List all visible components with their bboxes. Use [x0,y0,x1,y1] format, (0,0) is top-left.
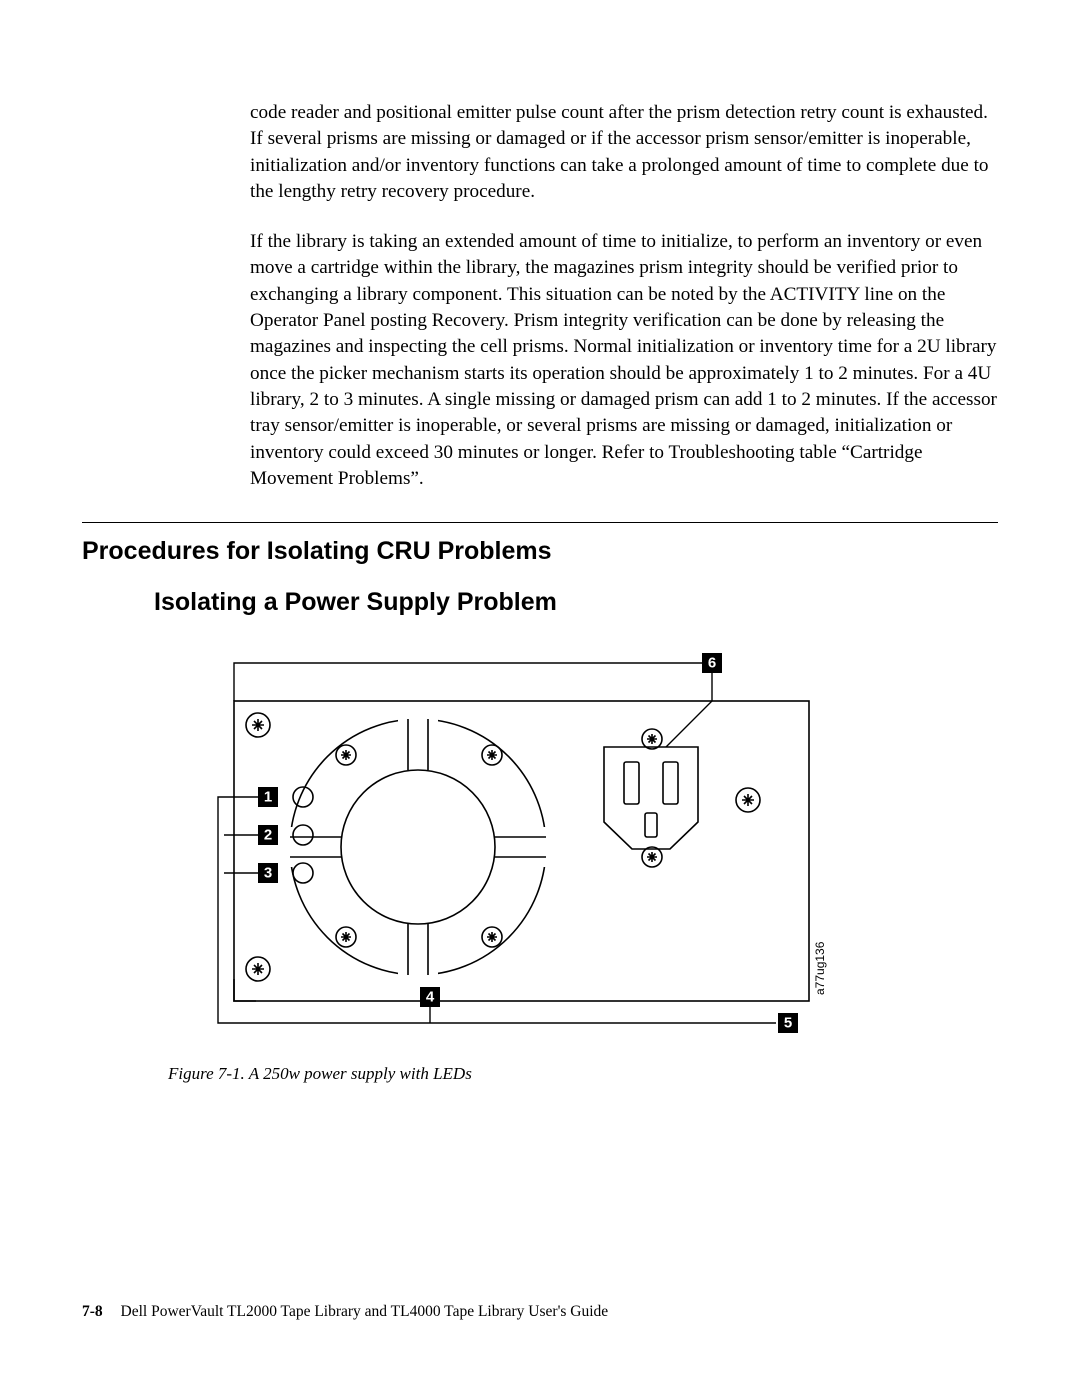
psu-outline [234,701,809,1001]
svg-text:4: 4 [426,989,435,1006]
callout-2: 2 [258,825,278,845]
callout-1: 1 [258,787,278,807]
screws [246,713,760,981]
section-divider [82,522,998,523]
callout-4: 4 [420,987,440,1007]
svg-text:6: 6 [708,655,716,672]
svg-text:1: 1 [264,789,272,806]
section-heading-procedures: Procedures for Isolating CRU Problems [82,537,998,566]
corner-notch [234,979,256,1001]
svg-text:5: 5 [784,1015,792,1032]
callout-3: 3 [258,863,278,883]
figure-caption: Figure 7-1. A 250w power supply with LED… [168,1064,998,1084]
body-paragraph-1: code reader and positional emitter pulse… [250,100,998,205]
figure-7-1: 1 2 3 4 5 6 a77ug136 Figure 7-1. A 2 [198,635,998,1084]
power-supply-diagram: 1 2 3 4 5 6 a77ug136 [198,635,838,1035]
page-footer: 7-8 Dell PowerVault TL2000 Tape Library … [82,1303,608,1321]
fan-assembly [276,705,560,991]
iec-socket [604,747,698,849]
document-page: code reader and positional emitter pulse… [0,0,1080,1397]
svg-text:2: 2 [264,827,272,844]
page-number: 7-8 [82,1303,103,1320]
callout-6: 6 [702,653,722,673]
subsection-heading-power-supply: Isolating a Power Supply Problem [154,588,998,617]
figure-part-id: a77ug136 [813,941,827,995]
svg-text:3: 3 [264,865,272,882]
body-paragraph-2: If the library is taking an extended amo… [250,229,998,492]
footer-doc-title: Dell PowerVault TL2000 Tape Library and … [121,1303,609,1320]
callout-5: 5 [778,1013,798,1033]
